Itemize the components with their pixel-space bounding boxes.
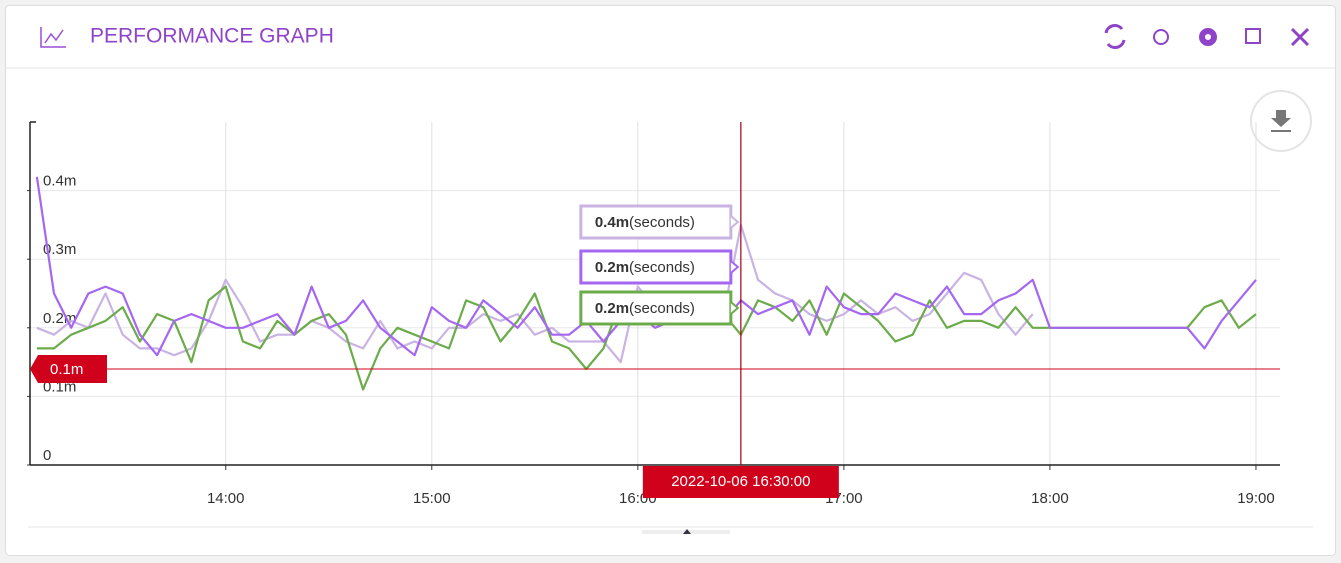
history-icon[interactable] [1153, 29, 1169, 45]
tooltip-pointer [730, 260, 740, 274]
graph-icon [40, 27, 66, 48]
tooltip-value: 0.4m [595, 214, 629, 231]
y-tick-label: 0.3m [43, 241, 76, 258]
tooltip-unit: (seconds) [629, 300, 695, 317]
header-icons[interactable] [1104, 24, 1310, 49]
settings-icon[interactable] [1199, 28, 1217, 46]
tooltip-value: 0.2m [595, 300, 629, 317]
tooltip-value: 0.2m [595, 259, 629, 276]
download-button[interactable] [1250, 90, 1312, 152]
popout-icon[interactable] [1245, 28, 1261, 44]
tooltip-text: 0.4m(seconds) [595, 214, 695, 231]
tooltip-unit: (seconds) [629, 259, 695, 276]
crosshair-time: 2022-10-06 16:30:00 [671, 473, 810, 490]
x-tick-label: 18:00 [1031, 490, 1069, 507]
tooltip-text: 0.2m(seconds) [595, 259, 695, 276]
panel-title: PERFORMANCE GRAPH [90, 25, 334, 48]
threshold-flag [30, 354, 107, 383]
tooltip-pointer [730, 301, 740, 315]
tooltip-pointer [730, 215, 740, 229]
x-tick-label: 15:00 [413, 490, 451, 507]
y-tick-label: 0 [43, 447, 51, 464]
tooltip-text: 0.2m(seconds) [595, 300, 695, 317]
y-tick-label: 0.4m [43, 173, 76, 190]
crosshair-time-box [642, 466, 839, 498]
tooltip-box [579, 290, 733, 326]
tooltip-unit: (seconds) [629, 214, 695, 231]
refresh-icon[interactable] [1104, 24, 1126, 49]
x-tick-label: 19:00 [1237, 490, 1275, 507]
close-icon[interactable] [1290, 27, 1310, 47]
y-tick-label: 0.2m [43, 310, 76, 327]
x-tick-label: 14:00 [207, 490, 245, 507]
series-line [36, 223, 1034, 364]
resize-arrow[interactable] [683, 529, 691, 534]
threshold-label: 0.1m [50, 361, 83, 378]
